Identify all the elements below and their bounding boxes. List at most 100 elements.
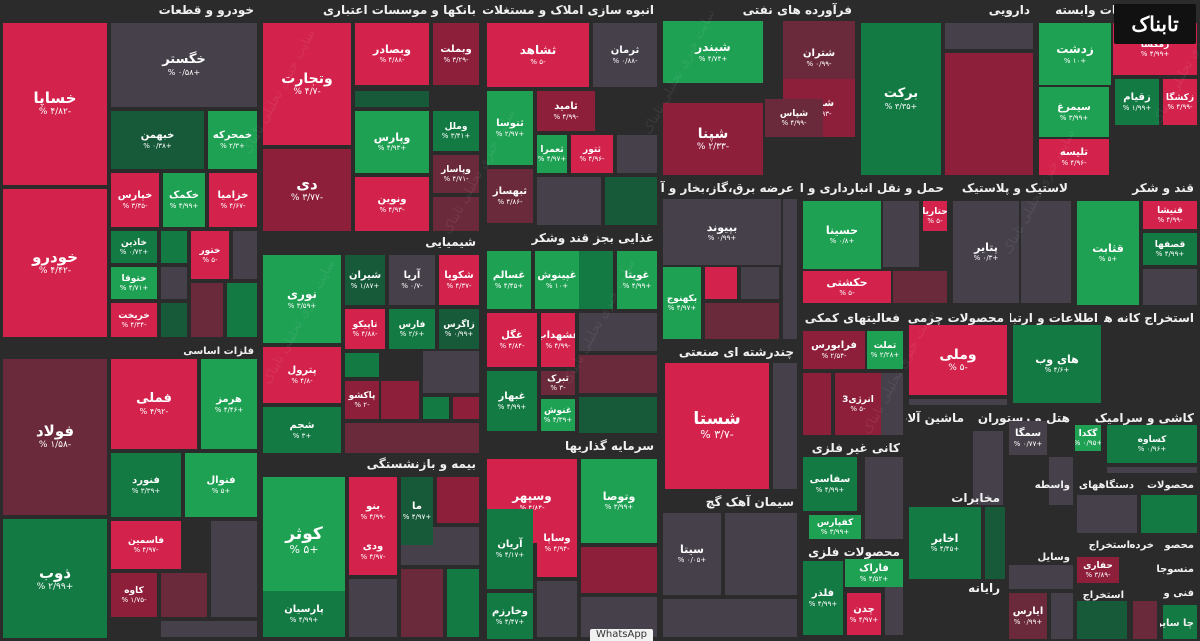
ticker-tile[interactable]: ذوب +۲/۹۹ % [3, 519, 107, 638]
ticker-tile[interactable]: وخارزم +۴/۴۷ % [487, 593, 533, 639]
filler-tile[interactable] [161, 621, 257, 637]
ticker-tile[interactable]: ثعمرا +۴/۹۷ % [537, 135, 567, 173]
sector-header[interactable]: شیمیایی [425, 235, 476, 249]
ticker-tile[interactable]: خگستر +۰/۵۸ % [111, 23, 257, 107]
filler-tile[interactable] [161, 573, 207, 617]
ticker-tile[interactable]: غشهداب-۴/۹۹ % [541, 313, 575, 367]
sector-header[interactable]: بانکها و موسسات اعتباری [323, 3, 476, 17]
filler-tile[interactable] [579, 251, 613, 309]
sector-header[interactable]: غذایی بجز قند وشکر [531, 231, 654, 245]
filler-tile[interactable] [663, 599, 797, 637]
ticker-tile[interactable]: خزامیا -۴/۶۷ % [209, 173, 257, 227]
ticker-tile[interactable]: ایارس +۰/۹۹ % [1009, 593, 1047, 639]
filler-tile[interactable] [945, 23, 1033, 49]
sector-header[interactable]: واسطه [1034, 480, 1070, 491]
filler-tile[interactable] [233, 231, 257, 279]
ticker-tile[interactable]: ونوین -۴/۹۳ % [355, 177, 429, 231]
ticker-tile[interactable]: خریخت -۴/۳۴ % [111, 303, 157, 337]
sector-header[interactable]: سرمایه گذاریها [564, 439, 654, 453]
ticker-tile[interactable]: فنوال +۵ % [185, 453, 257, 517]
ticker-tile[interactable]: تلیسه -۴/۹۶ % [1039, 139, 1109, 175]
ticker-tile[interactable]: وساپا -۴/۹۴ % [537, 509, 577, 577]
ticker-tile[interactable]: ختوقا +۴/۷۱ % [111, 267, 157, 299]
ticker-tile[interactable]: زاگرس +۰/۹۹ % [439, 309, 479, 349]
ticker-tile[interactable]: ثامید -۴/۹۹ % [537, 91, 595, 131]
ticker-tile[interactable]: حفاری -۳/۸۹ % [1077, 557, 1119, 583]
ticker-tile[interactable]: فنورد +۳/۳۹ % [111, 453, 181, 517]
ticker-tile[interactable]: هرمز +۴/۴۶ % [201, 359, 257, 449]
ticker-tile[interactable]: ثرمان -۰/۸۸ % [593, 23, 657, 87]
ticker-tile[interactable]: وتجارت -۴/۷ % [263, 23, 351, 145]
filler-tile[interactable] [579, 397, 657, 433]
sector-header[interactable]: محصولات چرمی [907, 311, 1004, 325]
ticker-tile[interactable]: آریان +۴/۱۷ % [487, 509, 533, 589]
ticker-tile[interactable]: حکشتی -۵ % [803, 271, 891, 303]
ticker-tile[interactable]: وبصادر -۴/۸۸ % [355, 23, 429, 85]
ticker-tile[interactable]: پتایر +۰/۳ % [953, 201, 1019, 303]
ticker-tile[interactable]: غپینوش +۱۰ % [535, 251, 579, 309]
ticker-tile[interactable]: تملت +۲/۲۸ % [867, 331, 903, 369]
filler-tile[interactable] [725, 513, 797, 595]
ticker-tile[interactable]: شپنا -۲/۳۳ % [663, 103, 763, 175]
ticker-tile[interactable]: کاوه -۱/۷۵ % [111, 573, 157, 617]
sector-header[interactable]: چندرشته ای صنعتی [678, 345, 794, 359]
filler-tile[interactable] [581, 547, 657, 593]
ticker-tile[interactable]: فاراک +۴/۵۲ % [845, 559, 903, 587]
sector-header[interactable]: حمل و نقل انبارداری و ارتباطات [800, 181, 944, 195]
ticker-tile[interactable]: خبهمن +۰/۳۸ % [111, 111, 204, 169]
filler-tile[interactable] [741, 267, 779, 299]
ticker-tile[interactable]: تبرک -۳ % [541, 371, 575, 395]
filler-tile[interactable] [579, 355, 657, 393]
ticker-tile[interactable]: فرابورس -۲/۵۴ % [803, 331, 865, 369]
sector-header[interactable]: مخابرات [951, 491, 1000, 505]
filler-tile[interactable] [345, 353, 379, 377]
ticker-tile[interactable]: فارس +۲/۶ % [389, 309, 435, 349]
filler-tile[interactable] [1021, 201, 1071, 303]
filler-tile[interactable] [453, 397, 479, 419]
ticker-tile[interactable]: بکهنوج +۴/۹۷ % [663, 267, 701, 339]
filler-tile[interactable] [605, 177, 657, 225]
filler-tile[interactable] [349, 579, 397, 637]
filler-tile[interactable] [1051, 593, 1073, 639]
filler-tile[interactable] [211, 521, 257, 617]
ticker-tile[interactable]: چدن +۴/۹۷ % [847, 593, 881, 635]
sector-header[interactable]: لاستیک و پلاستیک [961, 181, 1068, 195]
filler-tile[interactable] [893, 271, 947, 303]
ticker-tile[interactable]: غویتا +۴/۹۹ % [617, 251, 657, 309]
ticker-tile[interactable]: ختور -۵ % [191, 231, 229, 279]
sector-header[interactable]: فعالیتهای کمکی به نهاد [800, 311, 900, 325]
filler-tile[interactable] [985, 507, 1005, 579]
sector-header[interactable]: انبوه سازی املاک و مستغلات [482, 3, 654, 17]
ticker-tile[interactable]: فولاد -۱/۵۸ % [3, 359, 107, 515]
filler-tile[interactable] [1049, 457, 1073, 505]
ticker-tile[interactable]: فاسمین -۴/۹۷ % [111, 521, 181, 569]
ticker-tile[interactable]: خودرو -۴/۴۲ % [3, 189, 107, 337]
ticker-tile[interactable]: خساپا -۴/۸۲ % [3, 23, 107, 185]
ticker-tile[interactable]: ودی -۴/۹۷ % [349, 527, 397, 575]
ticker-tile[interactable]: کوثر +۵ % [263, 477, 345, 605]
ticker-tile[interactable]: وملل +۳/۴۱ % [433, 111, 479, 151]
sector-header[interactable]: استخراج کانه های [1104, 311, 1194, 325]
filler-tile[interactable] [161, 267, 187, 299]
sector-header[interactable]: محصو [1164, 540, 1194, 551]
filler-tile[interactable] [401, 569, 443, 637]
filler-tile[interactable] [579, 313, 657, 351]
filler-tile[interactable] [537, 177, 601, 225]
filler-tile[interactable] [433, 197, 479, 231]
ticker-tile[interactable]: وتوصا +۳/۹۹ % [581, 459, 657, 543]
filler-tile[interactable] [783, 199, 797, 339]
sector-header[interactable]: خودرو و قطعات [158, 3, 254, 17]
filler-tile[interactable] [161, 303, 187, 337]
ticker-tile[interactable]: قصفها +۴/۹۹ % [1143, 233, 1197, 265]
filler-tile[interactable] [381, 381, 419, 419]
ticker-tile[interactable]: خپارس -۳/۳۵ % [111, 173, 159, 227]
ticker-tile[interactable]: کساوه +۰/۹۶ % [1107, 425, 1197, 463]
ticker-tile[interactable]: فملی -۴/۹۲ % [111, 359, 197, 449]
ticker-tile[interactable]: تاپیکو -۴/۸۸ % [345, 309, 385, 349]
filler-tile[interactable] [161, 231, 187, 263]
filler-tile[interactable] [423, 351, 479, 393]
filler-tile[interactable] [1133, 601, 1157, 639]
ticker-tile[interactable]: زدشت +۱۰ % [1039, 23, 1111, 85]
filler-tile[interactable] [447, 569, 479, 637]
ticker-tile[interactable]: سفاسی +۴/۹۹ % [803, 457, 857, 511]
